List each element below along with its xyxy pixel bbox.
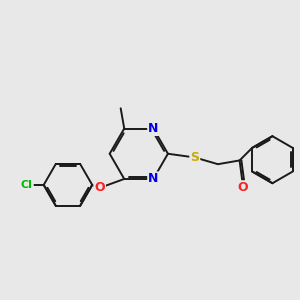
Text: N: N bbox=[148, 122, 158, 135]
Text: O: O bbox=[237, 181, 248, 194]
Text: O: O bbox=[94, 182, 105, 194]
Text: Cl: Cl bbox=[21, 180, 33, 190]
Text: N: N bbox=[148, 172, 158, 185]
Text: S: S bbox=[190, 151, 199, 164]
